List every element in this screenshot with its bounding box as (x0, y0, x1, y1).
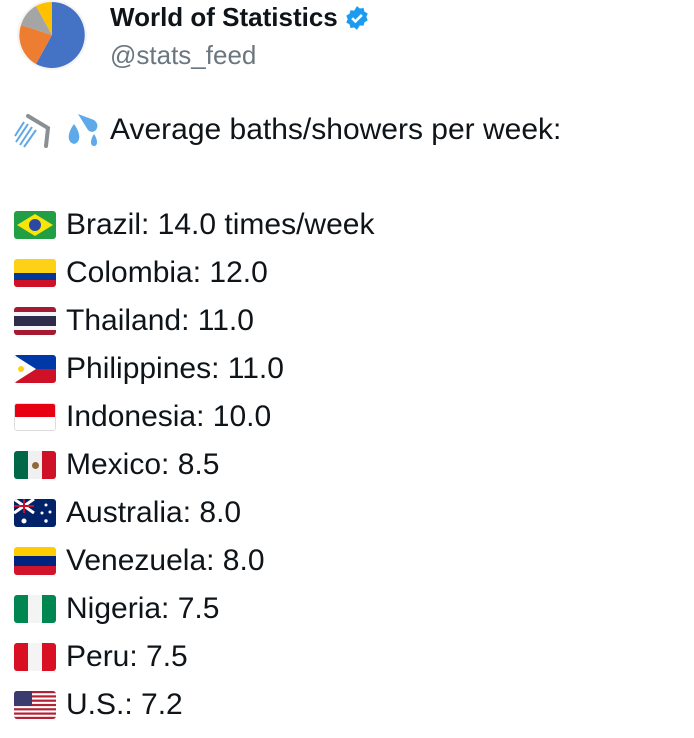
list-item: Philippines: 11.0 (14, 349, 284, 389)
indonesia-flag-icon (14, 403, 56, 431)
item-text: Philippines: 11.0 (66, 352, 284, 385)
list-item: Thailand: 11.0 (14, 301, 254, 341)
venezuela-flag-icon (14, 547, 56, 575)
item-text: Brazil: 14.0 times/week (66, 208, 375, 241)
item-text: U.S.: 7.2 (66, 688, 183, 721)
list-item: Indonesia: 10.0 (14, 397, 271, 437)
item-text: Australia: 8.0 (66, 496, 242, 529)
list-item: Brazil: 14.0 times/week (14, 205, 374, 245)
list-item: Mexico: 8.5 (14, 445, 219, 485)
colombia-flag-icon (14, 259, 56, 287)
thailand-flag-icon (14, 307, 56, 335)
list-item: Venezuela: 8.0 (14, 541, 265, 581)
item-text: Nigeria: 7.5 (66, 592, 220, 625)
philippines-flag-icon (14, 355, 56, 383)
nigeria-flag-icon (14, 595, 56, 623)
pie-chart-logo-icon (19, 1, 85, 68)
author-name[interactable]: World of Statistics (110, 2, 370, 33)
item-text: Venezuela: 8.0 (66, 544, 265, 577)
australia-flag-icon (14, 499, 56, 527)
post-headline: Average baths/showers per week: (14, 112, 561, 148)
mexico-flag-icon (14, 451, 56, 479)
author-handle[interactable]: @stats_feed (110, 40, 257, 70)
item-text: Indonesia: 10.0 (66, 400, 272, 433)
item-text: Mexico: 8.5 (66, 448, 220, 481)
brazil-flag-icon (14, 211, 56, 239)
verified-badge-icon (346, 5, 368, 30)
list-item: U.S.: 7.2 (14, 685, 183, 725)
sweat-droplets-icon (68, 114, 98, 146)
shower-icon (14, 114, 51, 148)
avatar[interactable] (17, 0, 87, 70)
list-item: Nigeria: 7.5 (14, 589, 219, 629)
item-text: Peru: 7.5 (66, 640, 188, 673)
headline-text: Average baths/showers per week: (110, 113, 562, 146)
peru-flag-icon (14, 643, 56, 671)
usa-flag-icon (14, 691, 56, 719)
list-item: Australia: 8.0 (14, 493, 241, 533)
list-item: Colombia: 12.0 (14, 253, 268, 293)
author-name-text: World of Statistics (110, 2, 338, 32)
item-text: Colombia: 12.0 (66, 256, 268, 289)
item-text: Thailand: 11.0 (66, 304, 254, 337)
list-item: Peru: 7.5 (14, 637, 188, 677)
